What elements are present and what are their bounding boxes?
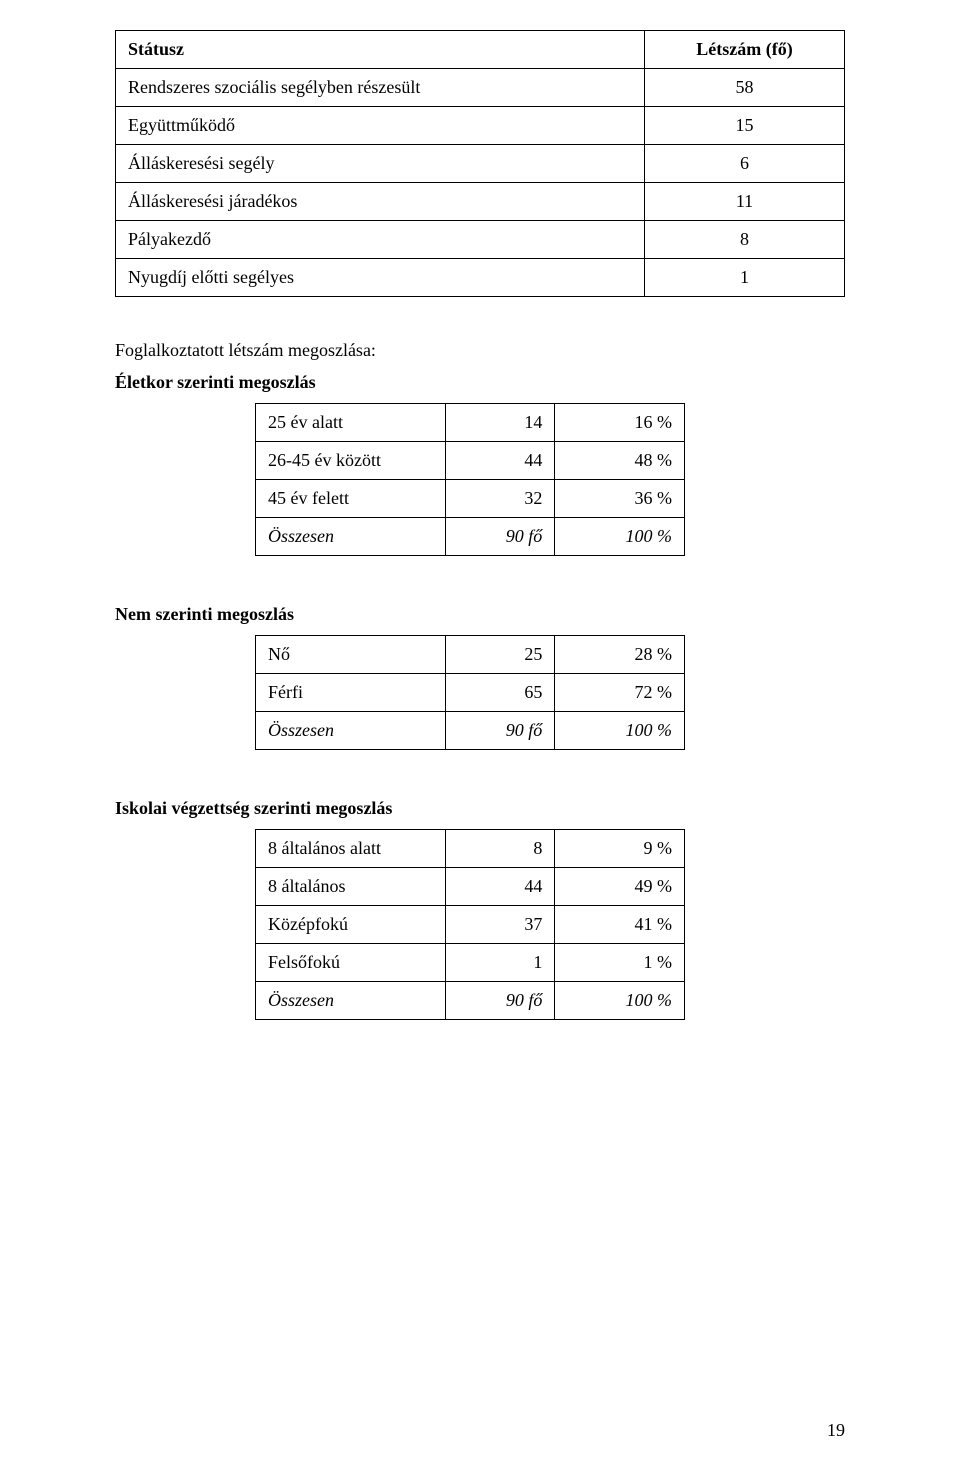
education-label: Középfokú <box>256 906 446 944</box>
table-row: 45 év felett 32 36 % <box>256 480 685 518</box>
education-label: 8 általános alatt <box>256 830 446 868</box>
status-value: 8 <box>645 221 845 259</box>
education-percent: 9 % <box>555 830 685 868</box>
table-row: 25 év alatt 14 16 % <box>256 404 685 442</box>
status-label: Álláskeresési járadékos <box>116 183 645 221</box>
age-total-percent: 100 % <box>555 518 685 556</box>
table-row: Álláskeresési járadékos 11 <box>116 183 845 221</box>
education-percent: 49 % <box>555 868 685 906</box>
table-row: Középfokú 37 41 % <box>256 906 685 944</box>
age-count: 32 <box>445 480 555 518</box>
education-percent: 41 % <box>555 906 685 944</box>
education-total-label: Összesen <box>256 982 446 1020</box>
intro-paragraph: Foglalkoztatott létszám megoszlása: <box>115 337 845 364</box>
age-label: 26-45 év között <box>256 442 446 480</box>
age-count: 14 <box>445 404 555 442</box>
gender-heading: Nem szerinti megoszlás <box>115 604 845 625</box>
status-table: Státusz Létszám (fő) Rendszeres szociáli… <box>115 30 845 297</box>
table-row: Férfi 65 72 % <box>256 674 685 712</box>
status-header-col1: Státusz <box>116 31 645 69</box>
table-row: Felsőfokú 1 1 % <box>256 944 685 982</box>
page-number: 19 <box>827 1420 845 1441</box>
education-count: 1 <box>445 944 555 982</box>
education-label: Felsőfokú <box>256 944 446 982</box>
gender-label: Nő <box>256 636 446 674</box>
status-label: Nyugdíj előtti segélyes <box>116 259 645 297</box>
age-percent: 48 % <box>555 442 685 480</box>
status-value: 1 <box>645 259 845 297</box>
education-count: 8 <box>445 830 555 868</box>
gender-label: Férfi <box>256 674 446 712</box>
status-label: Álláskeresési segély <box>116 145 645 183</box>
gender-percent: 28 % <box>555 636 685 674</box>
document-page: Státusz Létszám (fő) Rendszeres szociáli… <box>0 0 960 1476</box>
gender-count: 25 <box>445 636 555 674</box>
education-total-row: Összesen 90 fő 100 % <box>256 982 685 1020</box>
gender-total-count: 90 fő <box>445 712 555 750</box>
education-count: 44 <box>445 868 555 906</box>
table-row: Nő 25 28 % <box>256 636 685 674</box>
education-total-percent: 100 % <box>555 982 685 1020</box>
gender-total-row: Összesen 90 fő 100 % <box>256 712 685 750</box>
age-total-label: Összesen <box>256 518 446 556</box>
age-label: 45 év felett <box>256 480 446 518</box>
table-row: 8 általános alatt 8 9 % <box>256 830 685 868</box>
table-row: Álláskeresési segély 6 <box>116 145 845 183</box>
education-total-count: 90 fő <box>445 982 555 1020</box>
table-row: Rendszeres szociális segélyben részesült… <box>116 69 845 107</box>
education-count: 37 <box>445 906 555 944</box>
status-label: Pályakezdő <box>116 221 645 259</box>
age-total-count: 90 fő <box>445 518 555 556</box>
age-percent: 36 % <box>555 480 685 518</box>
age-label: 25 év alatt <box>256 404 446 442</box>
age-total-row: Összesen 90 fő 100 % <box>256 518 685 556</box>
education-label: 8 általános <box>256 868 446 906</box>
gender-total-label: Összesen <box>256 712 446 750</box>
status-label: Rendszeres szociális segélyben részesült <box>116 69 645 107</box>
table-row: Együttműködő 15 <box>116 107 845 145</box>
status-value: 11 <box>645 183 845 221</box>
gender-percent: 72 % <box>555 674 685 712</box>
status-value: 58 <box>645 69 845 107</box>
status-label: Együttműködő <box>116 107 645 145</box>
status-value: 15 <box>645 107 845 145</box>
gender-total-percent: 100 % <box>555 712 685 750</box>
age-table: 25 év alatt 14 16 % 26-45 év között 44 4… <box>255 403 685 556</box>
education-heading: Iskolai végzettség szerinti megoszlás <box>115 798 845 819</box>
table-row: 8 általános 44 49 % <box>256 868 685 906</box>
gender-table: Nő 25 28 % Férfi 65 72 % Összesen 90 fő … <box>255 635 685 750</box>
age-heading: Életkor szerinti megoszlás <box>115 372 845 393</box>
table-row: Nyugdíj előtti segélyes 1 <box>116 259 845 297</box>
table-row: 26-45 év között 44 48 % <box>256 442 685 480</box>
education-table: 8 általános alatt 8 9 % 8 általános 44 4… <box>255 829 685 1020</box>
table-row: Pályakezdő 8 <box>116 221 845 259</box>
gender-count: 65 <box>445 674 555 712</box>
education-percent: 1 % <box>555 944 685 982</box>
status-value: 6 <box>645 145 845 183</box>
status-table-header-row: Státusz Létszám (fő) <box>116 31 845 69</box>
age-count: 44 <box>445 442 555 480</box>
status-header-col2: Létszám (fő) <box>645 31 845 69</box>
age-percent: 16 % <box>555 404 685 442</box>
